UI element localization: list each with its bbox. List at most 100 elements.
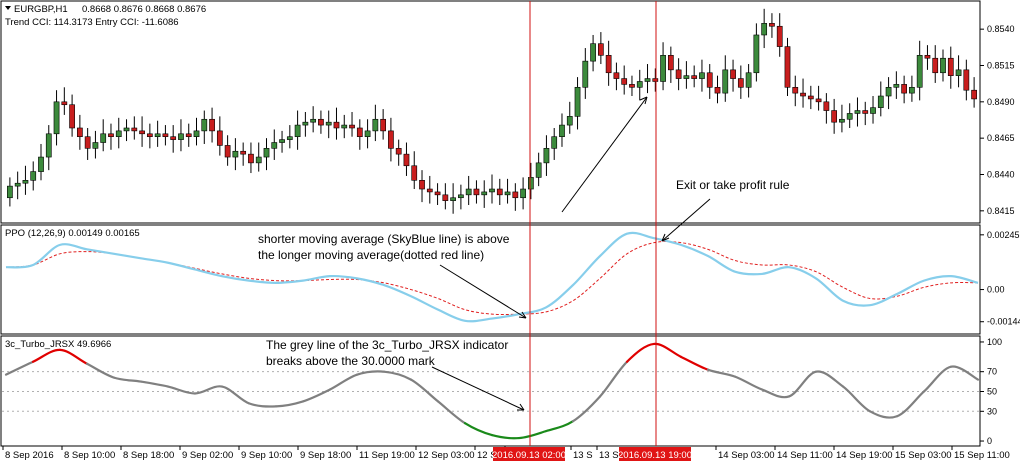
candle	[940, 49, 946, 82]
candle-body-bull	[14, 182, 21, 187]
menu-triangle-icon[interactable]	[5, 6, 11, 10]
candle	[349, 112, 355, 137]
candle-body-bear	[395, 148, 402, 155]
candle	[92, 130, 99, 159]
candle	[784, 37, 791, 97]
candle-body-bull	[559, 124, 565, 138]
candle	[613, 62, 620, 91]
turbo-tick-label: 100	[987, 337, 1002, 347]
candle-body-bull	[761, 23, 768, 36]
turbo-line-segment	[895, 390, 926, 418]
candle-body-bear	[388, 130, 394, 149]
turbo-line-segment	[31, 348, 62, 363]
turbo-line-segment	[571, 395, 602, 423]
candle-body-bear	[815, 98, 822, 103]
candle-body-bear	[84, 136, 91, 149]
candle-body-bear	[769, 23, 775, 27]
candle-body-bear	[776, 25, 783, 47]
candle	[131, 116, 138, 140]
candle	[636, 69, 643, 101]
turbo-line-segment	[625, 342, 656, 363]
candle	[629, 75, 635, 97]
exit-arrow-head-icon	[661, 233, 670, 242]
candle	[333, 107, 340, 140]
candle	[108, 123, 114, 150]
x-tick-label: 14 Sep 03:00	[718, 450, 775, 461]
ppo-series-layer	[5, 231, 979, 323]
candle-body-bear	[924, 55, 931, 59]
x-tick-label: 14 Sep 19:00	[836, 450, 893, 461]
candle-body-bull	[38, 156, 44, 172]
ppo-arrow	[439, 264, 527, 319]
candle	[341, 114, 348, 139]
candle-body-bear	[823, 101, 830, 111]
candle-body-bear	[411, 165, 418, 181]
candle-body-bull	[955, 69, 962, 76]
candle	[271, 129, 278, 160]
candle-body-bear	[667, 55, 674, 71]
candle	[644, 64, 651, 94]
candle	[7, 177, 13, 207]
candle	[675, 58, 682, 91]
candle	[916, 40, 923, 101]
turbo-line-segment	[706, 368, 737, 378]
candle-body-bear	[652, 78, 659, 82]
candle	[512, 183, 519, 211]
candle	[146, 123, 153, 149]
candle-body-bear	[146, 133, 153, 138]
candle-body-bear	[947, 57, 954, 76]
candle	[823, 93, 830, 124]
candle-body-bear	[621, 78, 628, 85]
candle	[831, 98, 838, 134]
turbo-line-segment	[679, 355, 710, 371]
candle	[807, 85, 814, 110]
candle-body-bull	[92, 142, 99, 149]
candle	[753, 23, 760, 82]
candle	[862, 101, 869, 126]
candle	[465, 175, 472, 206]
time-marker-2	[619, 447, 691, 461]
candle	[714, 75, 721, 104]
candle	[815, 85, 822, 111]
candle	[504, 178, 511, 204]
candle-body-bear	[714, 86, 721, 94]
candle	[356, 119, 363, 150]
candle-body-bull	[22, 180, 29, 184]
candle-body-bear	[131, 127, 138, 132]
turbo-line-segment	[463, 422, 494, 437]
candle-body-bull	[481, 191, 488, 196]
candle-body-bear	[963, 69, 970, 91]
candle-body-bear	[831, 110, 838, 123]
candle-body-bear	[901, 84, 907, 94]
candle	[909, 75, 915, 102]
candle	[38, 143, 44, 181]
x-tick-label: 13 Sep	[599, 450, 629, 461]
turbo-line-segment	[166, 385, 197, 395]
candle	[535, 152, 542, 187]
candle-body-bull	[364, 130, 371, 138]
candle-body-bear	[675, 69, 682, 79]
candle-body-bear	[473, 188, 480, 196]
candle-body-bull	[582, 60, 589, 88]
turbo-arrow	[431, 366, 525, 411]
price-tick-label: 0.8465	[987, 133, 1015, 143]
candle	[520, 177, 526, 210]
turbo-line-segment	[490, 433, 521, 440]
candle	[286, 125, 293, 149]
candle-body-bull	[504, 191, 511, 196]
candle-body-bull	[123, 127, 130, 132]
candle	[551, 127, 558, 160]
candle-body-bear	[248, 153, 254, 164]
candle-body-bull	[325, 121, 332, 126]
candle	[481, 180, 488, 208]
candle	[77, 114, 83, 150]
candle-body-bull	[566, 116, 573, 126]
symbol-label: EURGBP,H1	[14, 4, 68, 15]
candle	[893, 71, 900, 99]
candle-body-bear	[356, 127, 363, 138]
exit-annotation: Exit or take profit rule	[676, 178, 790, 192]
candle-body-bear	[792, 86, 799, 94]
x-tick-label: 11 Sep 19:00	[359, 450, 415, 461]
candle	[473, 180, 480, 204]
turbo-line-segment	[274, 400, 305, 408]
